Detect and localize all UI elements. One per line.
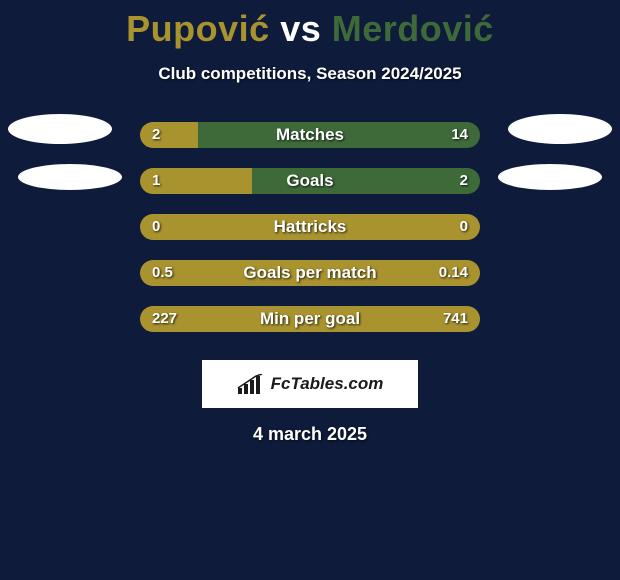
- stat-label: Goals: [140, 168, 480, 194]
- player1-name: Pupović: [126, 8, 270, 49]
- stat-value-right: 2: [460, 168, 468, 194]
- bars-icon: [237, 374, 265, 394]
- stat-label: Matches: [140, 122, 480, 148]
- team-oval-left: [8, 114, 112, 144]
- date-text: 4 march 2025: [0, 424, 620, 445]
- subtitle: Club competitions, Season 2024/2025: [0, 64, 620, 84]
- brand-box: FcTables.com: [202, 360, 418, 408]
- team-oval-right: [498, 164, 602, 190]
- team-oval-left: [18, 164, 122, 190]
- brand-text: FcTables.com: [271, 374, 384, 394]
- stat-value-right: 0: [460, 214, 468, 240]
- stat-row: 0.5 Goals per match 0.14: [0, 260, 620, 306]
- stat-row: 2 Matches 14: [0, 122, 620, 168]
- stat-value-right: 14: [451, 122, 468, 148]
- stat-value-right: 741: [443, 306, 468, 332]
- comparison-infographic: Pupović vs Merdović Club competitions, S…: [0, 0, 620, 580]
- team-oval-right: [508, 114, 612, 144]
- stat-label: Min per goal: [140, 306, 480, 332]
- stat-label: Goals per match: [140, 260, 480, 286]
- title-vs: vs: [280, 8, 321, 49]
- player2-name: Merdović: [332, 8, 494, 49]
- stat-label: Hattricks: [140, 214, 480, 240]
- page-title: Pupović vs Merdović: [0, 0, 620, 50]
- stat-row: 1 Goals 2: [0, 168, 620, 214]
- stat-row: 0 Hattricks 0: [0, 214, 620, 260]
- stat-value-right: 0.14: [439, 260, 468, 286]
- stat-row: 227 Min per goal 741: [0, 306, 620, 352]
- stats-area: 2 Matches 14 1 Goals 2 0 Hattricks 0: [0, 122, 620, 352]
